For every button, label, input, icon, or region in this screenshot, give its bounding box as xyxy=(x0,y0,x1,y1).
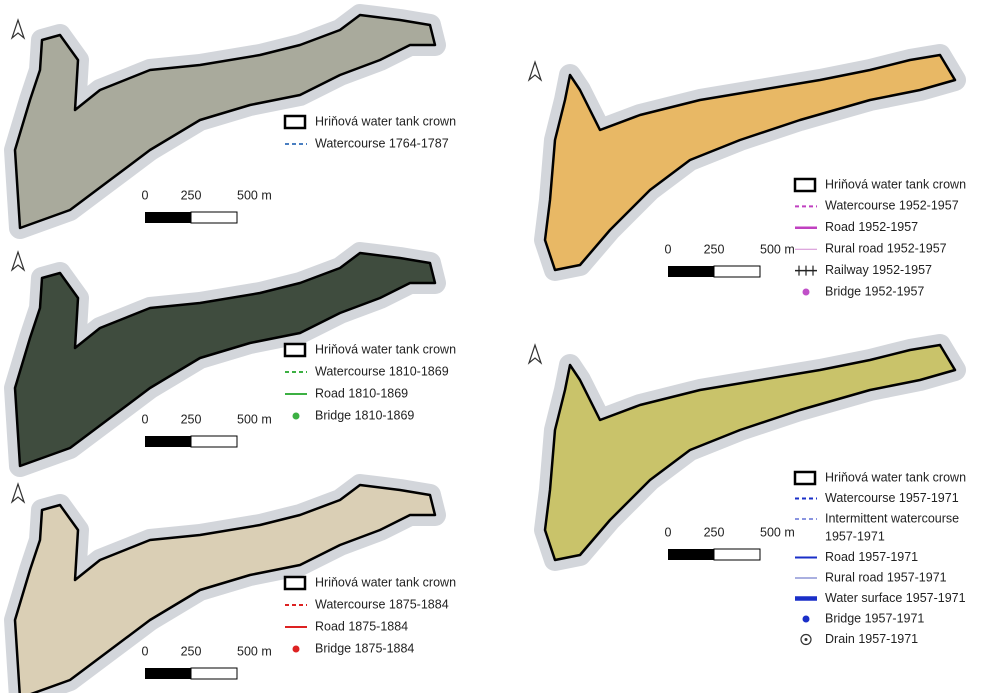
legend-symbol xyxy=(293,413,300,420)
map-panel: Hriňová water tank crown Watercourse 1810… xyxy=(12,252,456,466)
map-panel: Hriňová water tank crown Watercourse 1952… xyxy=(529,55,966,298)
scale-bar xyxy=(145,436,191,447)
scale-label: 0 xyxy=(665,525,672,539)
legend-label: Watercourse 1875-1884 xyxy=(315,597,449,611)
scale-bar xyxy=(668,266,714,277)
scale-label: 500 m xyxy=(237,644,272,658)
legend-label: Hriňová water tank crown xyxy=(825,177,966,191)
scale-bar xyxy=(145,212,191,223)
legend-symbol xyxy=(795,472,815,484)
legend-label: Hriňová water tank crown xyxy=(825,470,966,484)
legend-label: Bridge 1957-1971 xyxy=(825,611,924,625)
figure: Hriňová water tank crown Watercourse 1764… xyxy=(0,0,993,693)
legend-symbol xyxy=(803,289,810,296)
legend-symbol xyxy=(803,616,810,623)
scale-bar xyxy=(191,212,237,223)
scale-label: 250 xyxy=(181,412,202,426)
legend-label: Watercourse 1764-1787 xyxy=(315,136,449,150)
legend-label: Bridge 1952-1957 xyxy=(825,284,924,298)
north-arrow xyxy=(12,484,24,502)
legend-symbol xyxy=(805,638,808,641)
scale-bar xyxy=(145,668,191,679)
legend-symbol xyxy=(795,179,815,191)
legend-label: Road 1957-1971 xyxy=(825,550,918,564)
scale-label: 0 xyxy=(142,188,149,202)
legend-symbol xyxy=(285,344,305,356)
legend-label: Rural road 1952-1957 xyxy=(825,241,947,255)
scale-label: 500 m xyxy=(760,242,795,256)
scale-bar xyxy=(714,266,760,277)
scale-label: 500 m xyxy=(237,412,272,426)
scale-label: 250 xyxy=(704,242,725,256)
north-arrow xyxy=(529,62,541,80)
north-arrow xyxy=(529,345,541,363)
legend-label: Watercourse 1957-1971 xyxy=(825,491,959,505)
legend-label: Road 1810-1869 xyxy=(315,386,408,400)
scale-bar xyxy=(191,668,237,679)
legend-label: Bridge 1875-1884 xyxy=(315,641,414,655)
legend-symbol xyxy=(285,577,305,589)
scale-bar xyxy=(191,436,237,447)
legend-label: Intermittent watercourse xyxy=(825,511,959,525)
north-arrow xyxy=(12,252,24,270)
legend-label: Road 1952-1957 xyxy=(825,220,918,234)
legend-symbol xyxy=(285,116,305,128)
legend-label: Hriňová water tank crown xyxy=(315,342,456,356)
legend-label: Drain 1957-1971 xyxy=(825,632,918,646)
scale-bar xyxy=(714,549,760,560)
legend-label: Railway 1952-1957 xyxy=(825,263,932,277)
map-panel: Hriňová water tank crown Watercourse 1875… xyxy=(12,484,456,693)
legend-label: 1957-1971 xyxy=(825,529,885,543)
legend-label: Hriňová water tank crown xyxy=(315,114,456,128)
map-panel: Hriňová water tank crown Watercourse 1764… xyxy=(12,15,456,228)
legend-label: Watercourse 1952-1957 xyxy=(825,199,959,213)
scale-label: 500 m xyxy=(237,188,272,202)
scale-label: 0 xyxy=(665,242,672,256)
scale-label: 250 xyxy=(704,525,725,539)
legend-label: Watercourse 1810-1869 xyxy=(315,364,449,378)
scale-bar xyxy=(668,549,714,560)
scale-label: 0 xyxy=(142,412,149,426)
legend-symbol xyxy=(293,646,300,653)
legend-label: Bridge 1810-1869 xyxy=(315,408,414,422)
scale-label: 250 xyxy=(181,644,202,658)
legend-label: Road 1875-1884 xyxy=(315,619,408,633)
map-panel: Hriňová water tank crown Watercourse 1957… xyxy=(529,345,966,646)
scale-label: 0 xyxy=(142,644,149,658)
legend-label: Water surface 1957-1971 xyxy=(825,591,966,605)
scale-label: 500 m xyxy=(760,525,795,539)
legend-label: Rural road 1957-1971 xyxy=(825,570,947,584)
north-arrow xyxy=(12,20,24,38)
legend-label: Hriňová water tank crown xyxy=(315,575,456,589)
scale-label: 250 xyxy=(181,188,202,202)
